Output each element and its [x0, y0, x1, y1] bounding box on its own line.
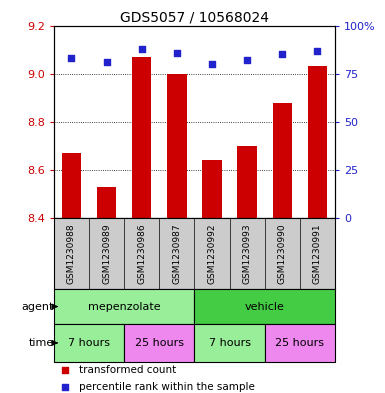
Point: [209, 61, 215, 67]
Point: [69, 55, 75, 61]
Text: vehicle: vehicle: [245, 301, 285, 312]
Text: time: time: [28, 338, 54, 348]
Text: transformed count: transformed count: [79, 365, 176, 375]
Text: GSM1230988: GSM1230988: [67, 224, 76, 285]
Point: [139, 46, 145, 52]
Text: GSM1230986: GSM1230986: [137, 224, 146, 285]
Text: percentile rank within the sample: percentile rank within the sample: [79, 382, 255, 392]
Text: 7 hours: 7 hours: [209, 338, 251, 348]
Text: 7 hours: 7 hours: [68, 338, 110, 348]
Text: mepenzolate: mepenzolate: [88, 301, 161, 312]
Text: GSM1230987: GSM1230987: [172, 224, 181, 285]
Bar: [238, 146, 257, 218]
Bar: [194, 289, 335, 324]
Point: [244, 57, 250, 63]
Bar: [62, 153, 81, 218]
Text: GSM1230989: GSM1230989: [102, 224, 111, 285]
Text: 25 hours: 25 hours: [275, 338, 324, 348]
Bar: [308, 66, 327, 218]
Bar: [273, 103, 292, 218]
Bar: [264, 324, 335, 362]
Point: [279, 51, 285, 57]
Bar: [54, 289, 194, 324]
Text: GSM1230991: GSM1230991: [313, 224, 322, 285]
Bar: [203, 160, 222, 218]
Point: [62, 384, 68, 391]
Text: 25 hours: 25 hours: [135, 338, 184, 348]
Text: GSM1230993: GSM1230993: [243, 224, 252, 285]
Bar: [54, 324, 124, 362]
Point: [62, 367, 68, 373]
Point: [314, 48, 320, 54]
Bar: [194, 324, 265, 362]
Point: [104, 59, 110, 65]
Text: GSM1230990: GSM1230990: [278, 224, 287, 285]
Point: [174, 50, 180, 56]
Bar: [97, 187, 116, 218]
Text: GSM1230992: GSM1230992: [208, 224, 216, 284]
Title: GDS5057 / 10568024: GDS5057 / 10568024: [120, 10, 269, 24]
Bar: [124, 324, 194, 362]
Bar: [132, 57, 151, 218]
Bar: [167, 73, 186, 218]
Text: agent: agent: [22, 301, 54, 312]
